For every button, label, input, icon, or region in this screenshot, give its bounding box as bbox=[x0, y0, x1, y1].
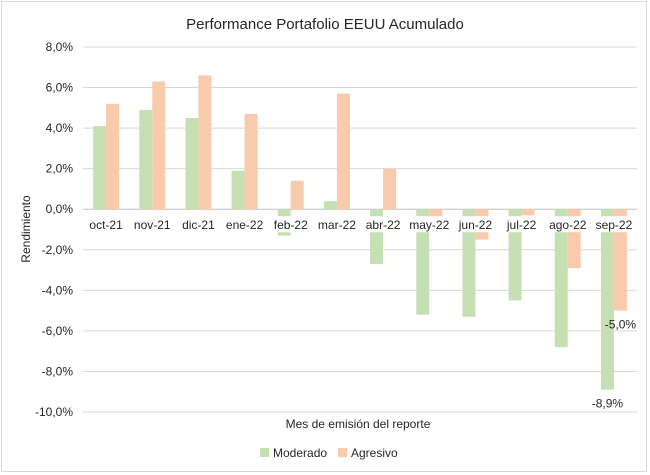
bar-moderado-jun-22 bbox=[462, 209, 476, 317]
category-label-bg bbox=[222, 216, 267, 233]
y-tick-label: 2,0% bbox=[46, 162, 74, 176]
legend: Moderado Agresivo bbox=[260, 446, 398, 460]
bar-agresivo-ene-22 bbox=[244, 113, 258, 210]
category-label: jul-22 bbox=[506, 218, 537, 232]
category-label-bg bbox=[453, 216, 498, 233]
category-label-bg bbox=[591, 216, 636, 233]
bar-agresivo-sep-22 bbox=[613, 209, 627, 311]
bar-moderado-nov-21 bbox=[139, 109, 153, 210]
category-label-bg bbox=[130, 216, 175, 233]
data-labels: -5,0% -8,9% bbox=[592, 318, 637, 411]
bar-agresivo-nov-21 bbox=[152, 81, 166, 210]
category-label: feb-22 bbox=[274, 218, 308, 232]
x-axis-title: Mes de emisión del reporte bbox=[286, 417, 431, 431]
category-label-bg bbox=[84, 216, 129, 233]
category-labels: oct-21 nov-21 dic-21 ene-22 feb-22 mar-22 abr-… bbox=[84, 216, 636, 233]
y-tick-label: -2,0% bbox=[42, 243, 74, 257]
data-label: -5,0% bbox=[605, 318, 637, 332]
category-label: may-22 bbox=[409, 218, 449, 232]
category-label: nov-21 bbox=[134, 218, 171, 232]
bars bbox=[93, 75, 627, 390]
legend-swatch-agresivo bbox=[338, 448, 347, 457]
y-tick-label: -4,0% bbox=[42, 283, 74, 297]
y-tick-label: -8,0% bbox=[42, 364, 74, 378]
legend-swatch-moderado bbox=[260, 448, 269, 457]
y-tick-label: 0,0% bbox=[46, 202, 74, 216]
bar-moderado-may-22 bbox=[416, 209, 430, 315]
category-label-bg bbox=[545, 216, 590, 233]
y-tick-label: 8,0% bbox=[46, 40, 74, 54]
y-tick-labels: 8,0% 6,0% 4,0% 2,0% 0,0% -2,0% -4,0% -6,0% -8,0%… bbox=[35, 40, 73, 419]
bar-moderado-ago-22 bbox=[554, 209, 568, 348]
category-label: ene-22 bbox=[226, 218, 264, 232]
y-tick-label: 4,0% bbox=[46, 121, 74, 135]
category-label-bg bbox=[361, 216, 406, 233]
bar-moderado-oct-21 bbox=[93, 126, 107, 210]
bar-moderado-ene-22 bbox=[231, 170, 245, 210]
bar-agresivo-oct-21 bbox=[106, 103, 120, 210]
chart-title: Performance Portafolio EEUU Acumulado bbox=[186, 16, 464, 33]
bar-agresivo-abr-22 bbox=[383, 168, 397, 210]
bar-moderado-sep-22 bbox=[600, 209, 614, 390]
category-label: dic-21 bbox=[182, 218, 215, 232]
y-tick-label: 6,0% bbox=[46, 81, 74, 95]
category-label-bg bbox=[176, 216, 221, 233]
y-tick-label: -10,0% bbox=[35, 405, 73, 419]
y-axis-title: Rendimiento bbox=[19, 195, 33, 263]
category-label: mar-22 bbox=[318, 218, 356, 232]
category-label: ago-22 bbox=[549, 218, 587, 232]
bar-moderado-mar-22 bbox=[323, 201, 337, 210]
category-label: sep-22 bbox=[596, 218, 633, 232]
category-label: abr-22 bbox=[366, 218, 401, 232]
bar-moderado-dic-21 bbox=[185, 117, 199, 210]
category-label-bg bbox=[407, 216, 452, 233]
category-label-bg bbox=[499, 216, 544, 233]
legend-label-agresivo: Agresivo bbox=[351, 446, 398, 460]
category-label-bg bbox=[268, 216, 313, 233]
data-label: -8,9% bbox=[592, 397, 624, 411]
category-label-bg bbox=[314, 216, 359, 233]
legend-label-moderado: Moderado bbox=[273, 446, 327, 460]
category-label: jun-22 bbox=[458, 218, 493, 232]
gridlines bbox=[83, 46, 637, 413]
category-label: oct-21 bbox=[89, 218, 123, 232]
bar-agresivo-jul-22 bbox=[521, 209, 535, 216]
y-tick-label: -6,0% bbox=[42, 324, 74, 338]
bar-agresivo-mar-22 bbox=[336, 93, 350, 210]
bar-agresivo-dic-21 bbox=[198, 75, 212, 210]
bar-agresivo-feb-22 bbox=[290, 180, 304, 210]
